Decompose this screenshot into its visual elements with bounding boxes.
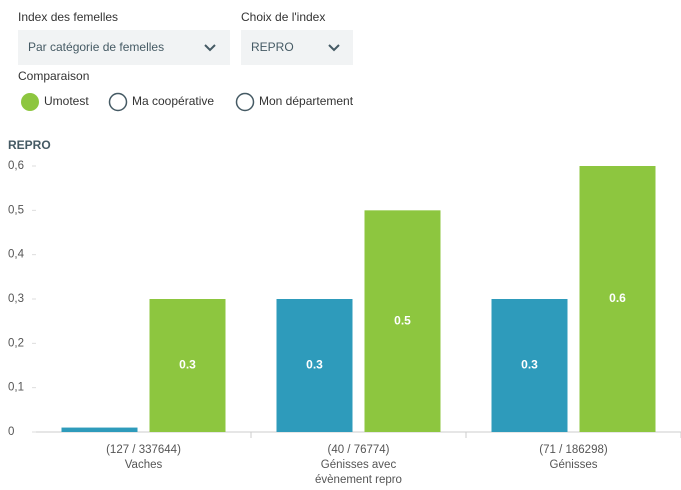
bar [364, 210, 441, 432]
y-tick-label: 0 [8, 426, 14, 438]
radio-selected[interactable] [21, 93, 39, 111]
bar [149, 299, 226, 432]
choice-label: Choix de l'index [241, 10, 325, 24]
label-line: Vaches [125, 459, 163, 471]
x-tick-label: (71 / 186298) Génisses [539, 444, 608, 471]
x-tick-label: (40 / 76774) Génisses avec évènement repro [315, 444, 402, 486]
bar [276, 299, 353, 432]
value-label: 0.6 [609, 291, 626, 305]
index-label: Index des femelles [18, 10, 118, 24]
choice-dropdown[interactable]: REPRO [241, 30, 353, 65]
bar [61, 427, 138, 432]
y-tick-label: 0,2 [8, 337, 24, 349]
radio[interactable] [235, 92, 255, 112]
chevron[interactable] [204, 44, 216, 52]
radio-label[interactable]: Umotest [44, 94, 89, 108]
value-label: 0.3 [521, 358, 538, 372]
y-axis-title: REPRO [8, 138, 51, 152]
y-tick-label: 0,3 [8, 293, 24, 305]
label-line: Génisses [550, 459, 598, 471]
label-line: Génisses avec [321, 459, 397, 471]
y-tick-label: 0,1 [8, 382, 24, 394]
label-line: évènement repro [315, 474, 402, 486]
label-line: (127 / 337644) [106, 444, 181, 456]
dropdown-box[interactable] [18, 30, 230, 65]
value-label: 0.3 [179, 358, 196, 372]
label-line: (40 / 76774) [327, 444, 389, 456]
dropdown-value[interactable]: REPRO [251, 40, 294, 54]
radio[interactable] [108, 92, 128, 112]
y-tick-label: 0,4 [8, 249, 25, 261]
comparison-label: Comparaison [18, 69, 89, 83]
y-tick-label: 0,6 [8, 160, 24, 172]
bar [579, 166, 656, 432]
bar [491, 299, 568, 432]
dropdown-box[interactable] [241, 30, 353, 65]
radio-label[interactable]: Ma coopérative [132, 94, 214, 108]
label-line: (71 / 186298) [539, 444, 608, 456]
y-tick-label: 0,5 [8, 204, 24, 216]
radio-label[interactable]: Mon département [259, 94, 354, 108]
value-label: 0.3 [306, 358, 323, 372]
index-dropdown[interactable]: Par catégorie de femelles [18, 30, 230, 65]
dropdown-value[interactable]: Par catégorie de femelles [28, 40, 164, 54]
x-tick-label: (127 / 337644) Vaches [106, 444, 181, 471]
chevron[interactable] [328, 44, 340, 52]
value-label: 0.5 [394, 313, 411, 327]
